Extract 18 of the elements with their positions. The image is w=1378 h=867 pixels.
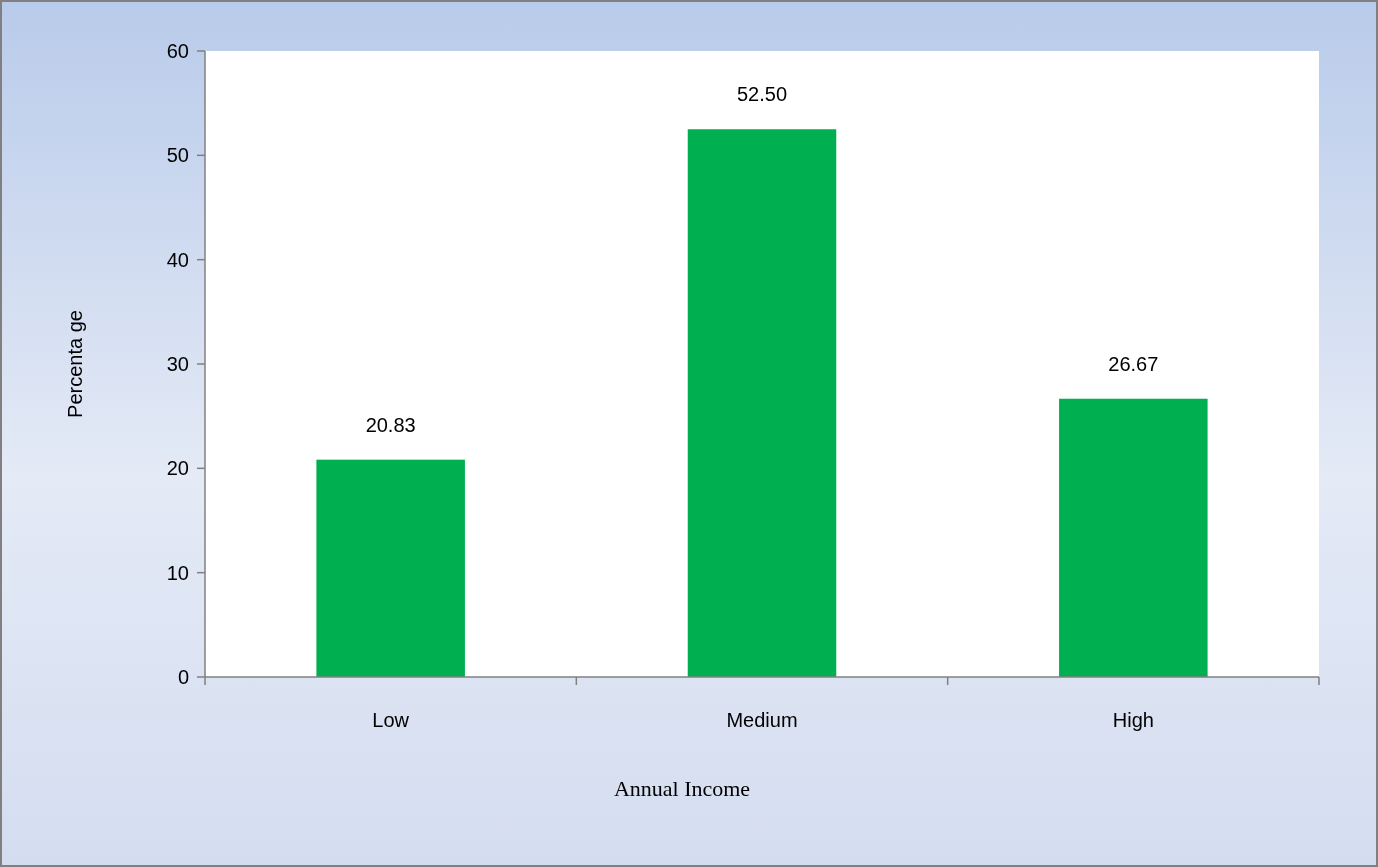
bar (316, 459, 465, 677)
y-tick-label: 10 (166, 561, 189, 584)
bar (687, 129, 837, 677)
y-tick-label: 60 (166, 40, 189, 62)
x-tick-label: Medium (726, 709, 798, 731)
data-label: 20.83 (365, 413, 416, 436)
x-tick-label: High (1112, 709, 1154, 731)
x-axis-title: Annual Income (613, 776, 751, 801)
y-axis-title: Percenta ge (64, 310, 86, 418)
data-label: 26.67 (1108, 352, 1159, 375)
y-tick-label: 30 (166, 353, 189, 375)
y-tick-label: 0 (177, 666, 189, 688)
data-label: 52.50 (736, 83, 788, 106)
y-tick-label: 40 (166, 248, 189, 271)
y-tick-label: 50 (166, 144, 189, 167)
y-tick-label: 20 (166, 457, 189, 480)
x-tick-label: Low (372, 709, 410, 731)
bar (1059, 398, 1208, 677)
